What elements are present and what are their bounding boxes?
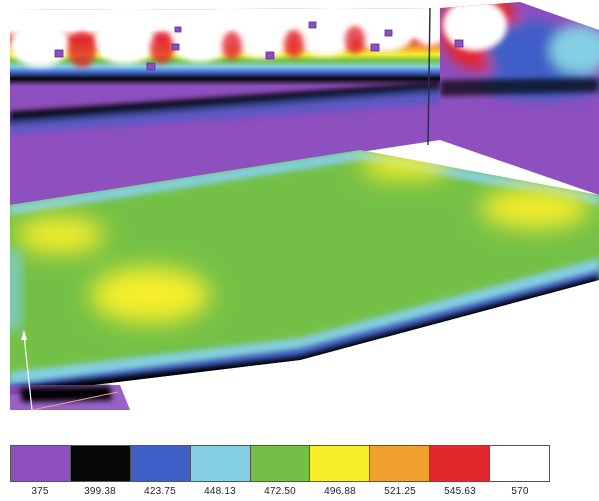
scale-tick-label: 570 <box>511 486 529 497</box>
color-swatch-7 <box>370 446 431 481</box>
wall-markers <box>54 21 464 71</box>
color-scale-legend: 375 399.38 423.75 448.13 472.50 496.88 521.25 5… <box>10 445 550 499</box>
color-swatch-9 <box>490 446 550 481</box>
color-swatch-8 <box>430 446 491 481</box>
left-wall <box>10 8 440 205</box>
wall-corner-edge <box>427 7 431 146</box>
scale-tick-label: 375 <box>31 486 49 497</box>
axis-indicator <box>21 330 119 411</box>
color-swatch-1 <box>11 446 71 481</box>
scale-tick-label: 472.50 <box>264 486 296 497</box>
temperature-render-3d <box>10 2 599 430</box>
base-strip-dark <box>20 386 112 402</box>
color-scale-ticks: 375 399.38 423.75 448.13 472.50 496.88 521.25 5… <box>10 486 550 500</box>
scale-tick-label: 448.13 <box>204 486 236 497</box>
scale-tick-label: 496.88 <box>324 486 356 497</box>
scale-tick-label: 423.75 <box>144 486 176 497</box>
scale-tick-label: 521.25 <box>384 486 416 497</box>
background-right <box>130 290 599 430</box>
color-swatch-5 <box>250 446 311 481</box>
right-wall <box>440 2 599 195</box>
color-swatch-3 <box>130 446 191 481</box>
color-swatch-4 <box>190 446 251 481</box>
scale-tick-label: 399.38 <box>84 486 116 497</box>
color-scale-swatches <box>10 445 550 482</box>
floor-plane <box>10 150 599 395</box>
color-swatch-6 <box>310 446 371 481</box>
scale-tick-label: 545.63 <box>444 486 476 497</box>
color-swatch-2 <box>70 446 131 481</box>
